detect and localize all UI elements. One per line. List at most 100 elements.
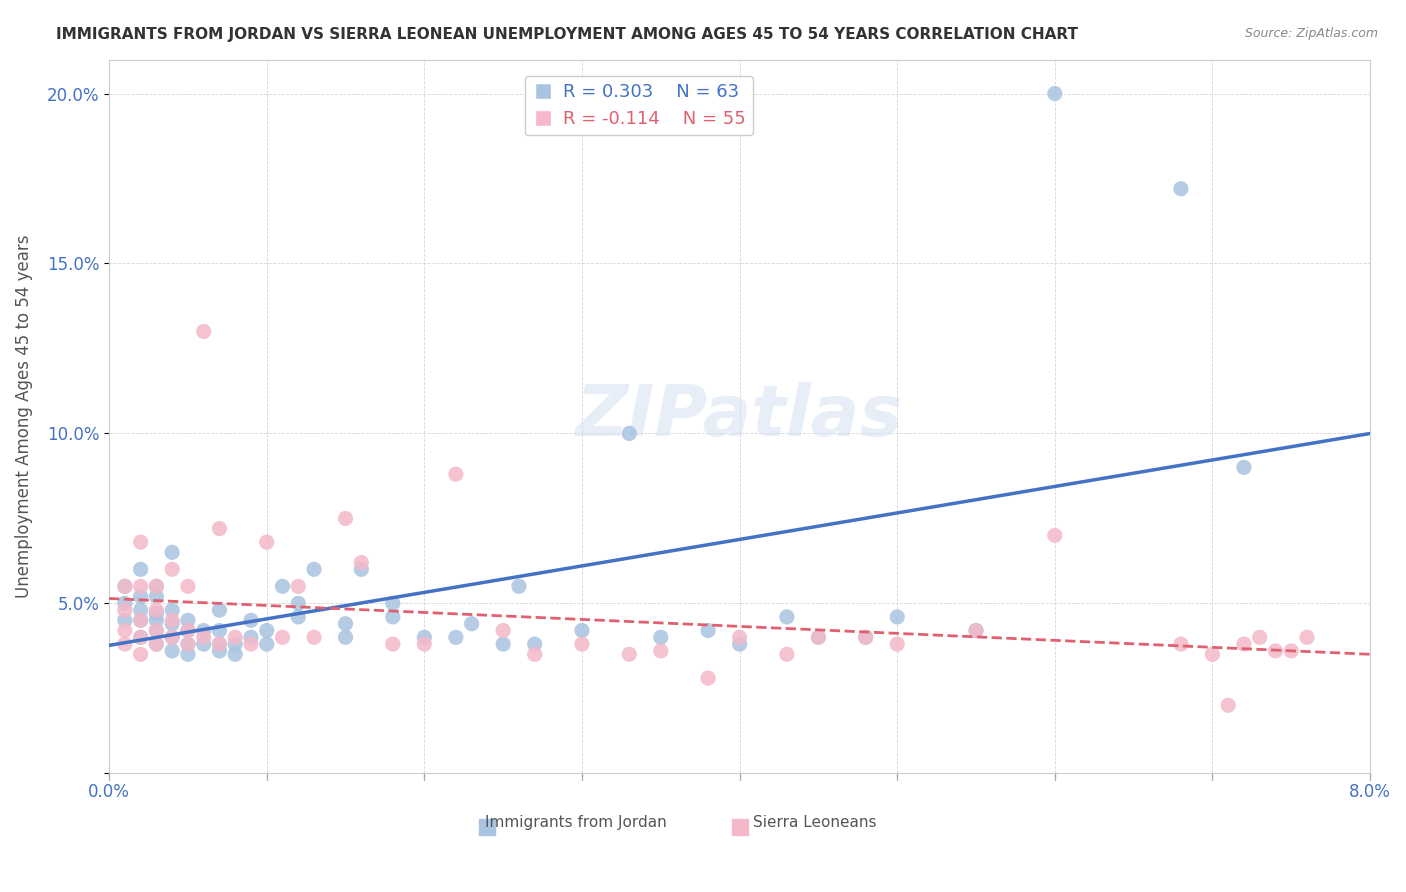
Point: [1233, 637, 1256, 651]
Point: [350, 562, 373, 576]
Point: [177, 648, 200, 662]
Point: [1043, 528, 1066, 542]
Text: IMMIGRANTS FROM JORDAN VS SIERRA LEONEAN UNEMPLOYMENT AMONG AGES 45 TO 54 YEARS : IMMIGRANTS FROM JORDAN VS SIERRA LEONEAN…: [56, 27, 1078, 42]
Point: [256, 535, 278, 549]
Point: [335, 511, 357, 525]
Point: [697, 624, 720, 638]
Point: [256, 624, 278, 638]
Point: [619, 648, 641, 662]
Point: [160, 630, 183, 644]
Point: [129, 648, 152, 662]
Point: [177, 624, 200, 638]
Point: [492, 637, 515, 651]
Point: [855, 630, 877, 644]
Point: [193, 637, 215, 651]
Point: [177, 613, 200, 627]
Point: [302, 630, 325, 644]
Point: [886, 637, 908, 651]
Point: [193, 630, 215, 644]
Point: [1218, 698, 1240, 713]
Point: [271, 579, 294, 593]
Point: [160, 630, 183, 644]
Point: [444, 630, 467, 644]
Point: [145, 590, 167, 604]
Point: [619, 426, 641, 441]
Point: [160, 562, 183, 576]
Point: [239, 637, 262, 651]
Point: [697, 671, 720, 685]
Point: [129, 613, 152, 627]
Point: [413, 630, 436, 644]
Point: [208, 637, 231, 651]
Point: [1201, 648, 1223, 662]
Point: [776, 610, 799, 624]
Point: [160, 613, 183, 627]
Point: [413, 637, 436, 651]
Point: [177, 637, 200, 651]
Text: Immigrants from Jordan: Immigrants from Jordan: [485, 814, 666, 830]
Text: ZIPatlas: ZIPatlas: [576, 382, 903, 451]
Point: [177, 637, 200, 651]
Point: [193, 325, 215, 339]
Point: [145, 579, 167, 593]
Point: [287, 579, 309, 593]
Point: [302, 562, 325, 576]
Point: [335, 616, 357, 631]
Point: [350, 556, 373, 570]
Point: [160, 603, 183, 617]
Point: [728, 630, 751, 644]
Point: [145, 637, 167, 651]
Point: [160, 616, 183, 631]
Point: [776, 648, 799, 662]
Point: [523, 637, 546, 651]
Point: [145, 603, 167, 617]
Point: [224, 637, 246, 651]
Text: Source: ZipAtlas.com: Source: ZipAtlas.com: [1244, 27, 1378, 40]
Point: [114, 637, 136, 651]
Point: [224, 630, 246, 644]
Point: [886, 610, 908, 624]
Point: [145, 607, 167, 621]
Point: [965, 624, 987, 638]
Point: [381, 610, 404, 624]
Point: [129, 630, 152, 644]
Point: [335, 630, 357, 644]
Point: [1296, 630, 1319, 644]
Point: [287, 610, 309, 624]
Point: [129, 590, 152, 604]
Point: [129, 562, 152, 576]
Point: [965, 624, 987, 638]
Point: [129, 630, 152, 644]
Point: [114, 596, 136, 610]
Point: [650, 644, 672, 658]
Point: [129, 613, 152, 627]
Point: [728, 637, 751, 651]
Point: [381, 637, 404, 651]
Point: [129, 535, 152, 549]
Point: [523, 648, 546, 662]
Point: [1170, 182, 1192, 196]
Point: [571, 624, 593, 638]
Legend: R = 0.303    N = 63, R = -0.114    N = 55: R = 0.303 N = 63, R = -0.114 N = 55: [524, 76, 752, 136]
Point: [1264, 644, 1286, 658]
Point: [129, 579, 152, 593]
Point: [177, 579, 200, 593]
Point: [114, 613, 136, 627]
Y-axis label: Unemployment Among Ages 45 to 54 years: Unemployment Among Ages 45 to 54 years: [15, 235, 32, 599]
Point: [129, 603, 152, 617]
Point: [508, 579, 530, 593]
Point: [855, 630, 877, 644]
Point: [1279, 644, 1302, 658]
Point: [381, 596, 404, 610]
Point: [460, 616, 482, 631]
Point: [650, 630, 672, 644]
Point: [114, 603, 136, 617]
Point: [239, 630, 262, 644]
Point: [1249, 630, 1271, 644]
Point: [193, 624, 215, 638]
Point: [256, 637, 278, 651]
Point: [1043, 87, 1066, 101]
Point: [145, 624, 167, 638]
Point: [807, 630, 830, 644]
Point: [208, 522, 231, 536]
